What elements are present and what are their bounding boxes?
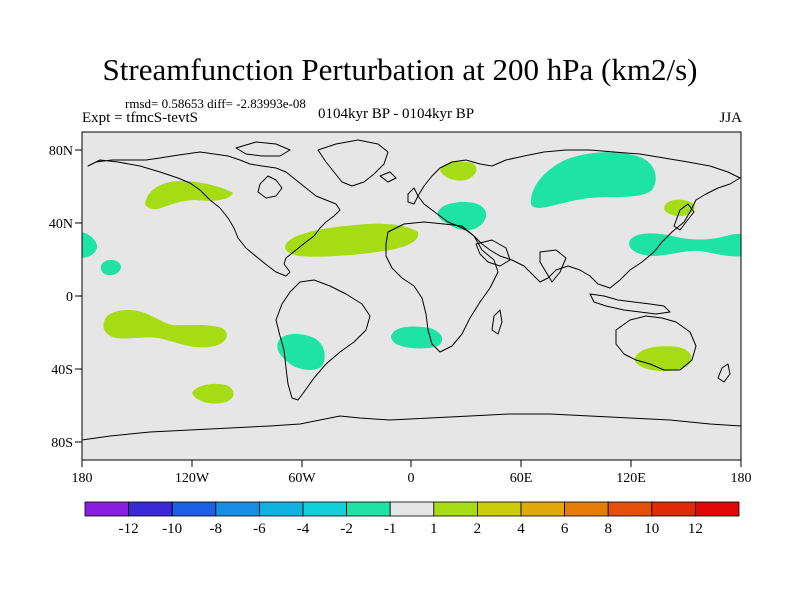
colorbar-label: -10 [162, 521, 182, 537]
x-tick-label: 120E [616, 471, 646, 486]
colorbar-label: 1 [430, 521, 438, 537]
colorbar-label: 12 [688, 521, 703, 537]
colorbar-label: 2 [474, 521, 482, 537]
y-tick-label: 40N [49, 217, 73, 232]
colorbar-swatch [346, 501, 391, 517]
colorbar-swatch [215, 501, 260, 517]
colorbar-swatch [171, 501, 217, 517]
colorbar-swatch [302, 501, 347, 517]
coast-south-america [275, 279, 371, 401]
colorbar-label: 8 [604, 521, 612, 537]
anomaly-scandinavia [440, 161, 477, 181]
colorbar-label: 4 [517, 521, 525, 537]
x-tick-label: 180 [731, 471, 752, 486]
coast-arabia [475, 239, 511, 267]
x-tick-label: 60W [288, 471, 316, 486]
colorbar-swatch [476, 501, 522, 517]
colorbar-label: 10 [644, 521, 659, 537]
anomaly-siberia [530, 152, 656, 208]
colorbar-swatch [607, 501, 653, 517]
coast-new-zealand [717, 363, 731, 383]
coast-arctic-islands [235, 141, 291, 157]
coast-eurasia [417, 149, 741, 289]
period-label: 0104kyr BP - 0104kyr BP [318, 106, 475, 122]
colorbar-swatch [389, 501, 435, 517]
colorbar [84, 501, 740, 517]
coast-iceland [379, 171, 397, 183]
y-tick-label: 80S [51, 436, 73, 451]
coast-indonesia [589, 293, 671, 315]
anomaly-s-pacific [192, 383, 234, 404]
anomaly-layer [82, 152, 741, 404]
coast-japan [673, 203, 695, 231]
coastlines [82, 139, 741, 441]
anomaly-nw-pacific [629, 233, 741, 257]
colorbar-label: -2 [340, 521, 353, 537]
coast-north-america [87, 151, 341, 277]
coast-hudson-bay [257, 175, 283, 199]
anomaly-japan [664, 199, 695, 217]
x-tick-labels: 180 120W 60W 0 60E 120E 180 [72, 471, 752, 486]
anomaly-n-pacific [145, 180, 233, 210]
season-label: JJA [719, 110, 742, 126]
x-tick-label: 120W [175, 471, 210, 486]
coast-antarctica [82, 413, 741, 441]
y-tick-label: 40S [51, 363, 73, 378]
anomaly-se-australia [634, 346, 692, 372]
x-tick-label: 60E [510, 471, 533, 486]
colorbar-swatch [258, 501, 304, 517]
colorbar-label: -8 [210, 521, 223, 537]
coast-uk [407, 187, 419, 205]
colorbar-swatch [433, 501, 478, 517]
colorbar-swatch [695, 501, 740, 517]
anomaly-south-atlantic [391, 326, 443, 349]
y-tick-label: 80N [49, 144, 73, 159]
anomaly-e-eq-pacific [103, 310, 227, 348]
colorbar-swatch [564, 501, 609, 517]
colorbar-swatch [651, 501, 696, 517]
anomaly-south-america [277, 334, 325, 370]
x-tick-label: 0 [408, 471, 415, 486]
anomaly-central-pacific [100, 259, 121, 276]
colorbar-label: -6 [253, 521, 266, 537]
coast-africa [385, 221, 499, 353]
coast-greenland [317, 139, 389, 187]
colorbar-label: -12 [119, 521, 139, 537]
colorbar-swatch [128, 501, 173, 517]
figure-title: Streamfunction Perturbation at 200 hPa (… [102, 52, 698, 87]
anomaly-central-n-atlantic [285, 223, 419, 257]
coast-madagascar [491, 309, 503, 335]
colorbar-label: 6 [561, 521, 569, 537]
stats-line: rmsd= 0.58653 diff= -2.83993e-08 [125, 96, 306, 111]
colorbar-swatch [84, 501, 129, 517]
coast-india [539, 249, 567, 283]
anomaly-w-pacific-edge [82, 232, 97, 258]
axis-ticks [75, 149, 742, 467]
experiment-label: Expt = tfmcS-tevtS [82, 110, 198, 126]
coast-australia [615, 315, 697, 371]
y-tick-label: 0 [66, 290, 73, 305]
colorbar-label: -4 [297, 521, 310, 537]
x-tick-label: 180 [72, 471, 93, 486]
colorbar-label: -1 [384, 521, 397, 537]
colorbar-labels: -12 -10 -8 -6 -4 -2 -1 1 2 4 6 8 10 12 [119, 521, 703, 537]
y-tick-labels: 80N 40N 0 40S 80S [49, 144, 73, 451]
colorbar-swatch [520, 501, 565, 517]
